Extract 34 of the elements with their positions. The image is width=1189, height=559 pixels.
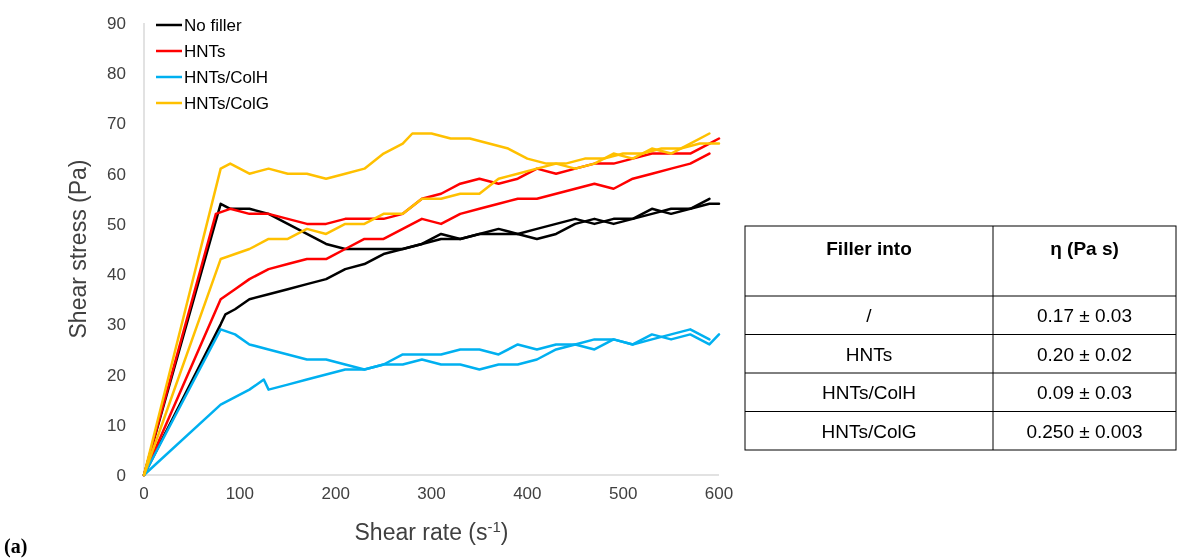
category-label: / [866,305,873,326]
y-tick-label: 30 [107,315,126,335]
x-tick-label: 500 [608,484,638,503]
text: (a) [4,535,28,558]
y-tick-label: 40 [107,265,126,285]
text: Filler into [826,238,912,259]
text: 0.250 ± 0.003 [1026,420,1143,442]
legend-label: HNTs/ColG [184,94,270,113]
y-tick-label: 90 [107,14,126,33]
legend-label: No filler [184,16,242,35]
category-label: HNTs [845,343,893,365]
x-axis-title: Shear rate (s$^{-1}$) [354,517,509,545]
y-tick-label: 60 [107,164,126,184]
y-tick-label: 20 [107,365,126,385]
y-tick-label: 50 [107,214,126,234]
text: η (Pa s) [1050,238,1119,259]
x-tick-label: 200 [321,484,350,503]
text: 0.17 ± 0.03 [1037,305,1132,326]
x-tick-label: 400 [513,484,542,503]
text: 0.09 ± 0.03 [1037,382,1132,403]
x-tick-label: 0 [139,484,149,503]
y-tick-label: 70 [107,114,126,134]
category-label: HNTs/ColH [822,382,916,403]
x-tick-label: 100 [225,484,255,503]
y-tick-label: 0 [116,466,126,485]
legend-label: HNTs [184,42,226,61]
text: 0.20 ± 0.02 [1037,343,1132,365]
y-tick-label: 80 [107,64,126,84]
category-label: HNTs/ColG [821,420,917,442]
y-tick-label: 10 [107,415,126,435]
y-axis-title: Shear stress (Pa) [65,159,91,339]
x-tick-label: 300 [417,484,446,503]
x-tick-label: 600 [704,484,734,503]
legend-label: HNTs/ColH [184,68,269,87]
